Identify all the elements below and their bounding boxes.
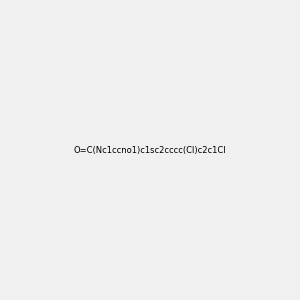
Text: O=C(Nc1ccno1)c1sc2cccc(Cl)c2c1Cl: O=C(Nc1ccno1)c1sc2cccc(Cl)c2c1Cl: [74, 146, 226, 154]
